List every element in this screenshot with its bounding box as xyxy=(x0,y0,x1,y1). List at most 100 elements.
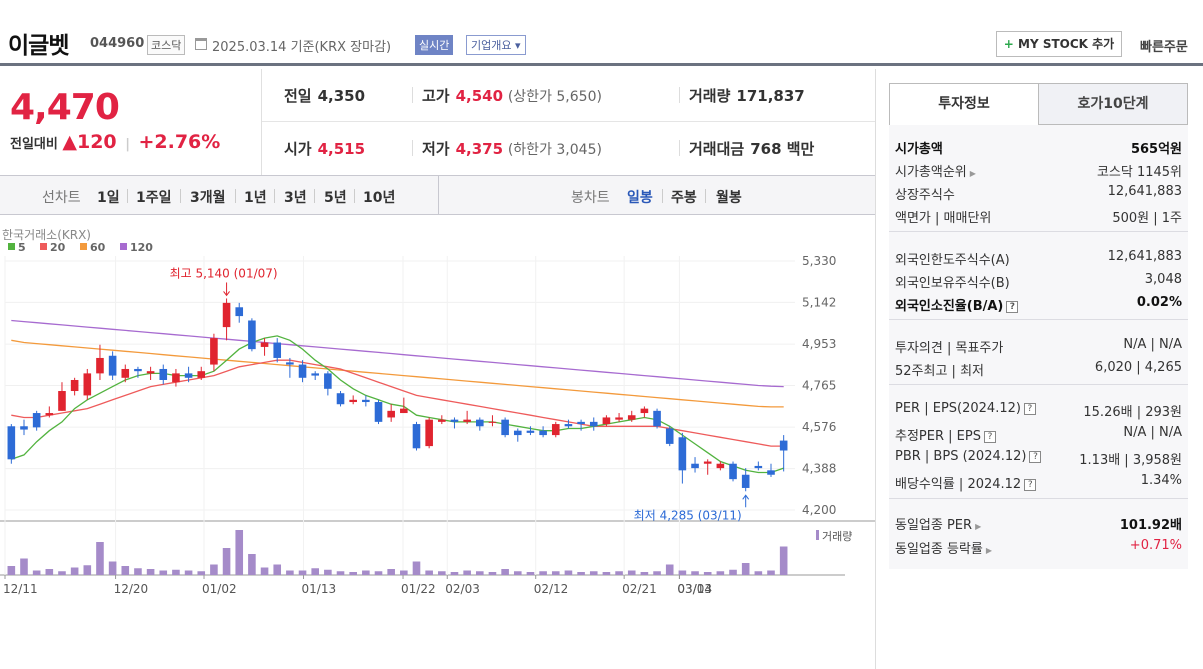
week52-row: 52주최고 | 최저 6,020 | 4,265 xyxy=(895,360,1182,379)
volume-bar xyxy=(551,571,560,575)
tab-1w[interactable]: 1주일 xyxy=(136,190,172,206)
diff-percent: +2.76% xyxy=(138,131,221,153)
volume-bar xyxy=(248,554,256,575)
candle-body xyxy=(754,465,763,469)
volume-bar xyxy=(197,571,206,575)
tab-1y[interactable]: 1년 xyxy=(244,190,267,206)
candle-body xyxy=(767,470,775,475)
volume-bar xyxy=(665,564,674,575)
candle-body xyxy=(476,419,484,427)
volume-bar xyxy=(577,572,585,575)
candle-body xyxy=(58,391,66,411)
candle-body xyxy=(210,338,218,365)
volume-bar xyxy=(273,564,282,575)
current-price: 4,470 xyxy=(10,87,120,128)
sector-per-row[interactable]: 동일업종 PER ▶ 101.92배 xyxy=(895,518,1182,533)
market-cap-row: 시가총액 565억원 xyxy=(895,142,1182,157)
candle-body xyxy=(273,342,282,358)
candle-body xyxy=(260,342,269,347)
quick-order-link[interactable]: 빠른주문 xyxy=(1140,40,1188,55)
x-tick-label: 12/20 xyxy=(114,582,149,596)
candle-body xyxy=(32,413,41,428)
tab-10y[interactable]: 10년 xyxy=(363,190,396,206)
volume-bar xyxy=(235,530,244,575)
stock-code: 044960 xyxy=(90,36,145,51)
volume-bar xyxy=(691,571,699,575)
company-info-label: 기업개요 xyxy=(471,39,512,52)
y-tick-label: 4,576 xyxy=(802,420,836,434)
sector-rate-row[interactable]: 동일업종 등락률 ▶ +0.71% xyxy=(895,538,1182,557)
tab-daily[interactable]: 일봉 xyxy=(627,190,653,206)
volume-bar xyxy=(488,572,497,575)
quote-grid: 전일 4,350 고가 4,540 (상한가 5,650) 거래량 171,837 시… xyxy=(262,69,875,175)
tab-3m[interactable]: 3개월 xyxy=(190,190,226,206)
help-icon[interactable]: ? xyxy=(1023,403,1036,415)
help-icon[interactable]: ? xyxy=(1006,301,1019,313)
chevron-down-icon: ▾ xyxy=(514,39,521,52)
candle-body xyxy=(20,426,28,430)
candle-body xyxy=(324,373,332,389)
candle-body xyxy=(286,362,294,365)
volume-bar xyxy=(260,567,269,575)
chevron-right-icon: ▶ xyxy=(985,546,993,555)
y-tick-label: 4,200 xyxy=(802,503,836,517)
legend-swatch xyxy=(80,243,87,250)
volume-bar xyxy=(526,572,535,575)
volume-bar xyxy=(336,571,345,575)
volume-bar xyxy=(70,567,79,575)
tab-invest-info[interactable]: 투자정보 xyxy=(889,83,1039,125)
help-icon[interactable]: ? xyxy=(1024,479,1037,491)
volume-bar xyxy=(513,571,522,575)
tab-monthly[interactable]: 월봉 xyxy=(716,190,742,206)
company-info-button[interactable]: 기업개요 ▾ xyxy=(466,35,526,55)
price-chart[interactable]: 5,330 5,142 4,953 4,765 4,576 4,388 4,200 한국거래소… xyxy=(0,218,875,598)
candle-body xyxy=(336,393,345,405)
candle-chart-label: 봉차트 xyxy=(571,190,610,206)
candle-body xyxy=(589,421,598,427)
volume-bar xyxy=(615,571,623,575)
tab-5y[interactable]: 5년 xyxy=(324,190,347,206)
x-tick-label: 02/12 xyxy=(534,582,569,596)
x-tick-label: 01/13 xyxy=(302,582,337,596)
market-cap-rank-row[interactable]: 시가총액순위 ▶ 코스닥 1145위 xyxy=(895,165,1182,180)
volume-bar xyxy=(741,563,750,575)
candle-body xyxy=(678,437,687,471)
volume-bar xyxy=(438,571,446,575)
high-annotation: 최고 5,140 (01/07) xyxy=(170,266,278,280)
candle-body xyxy=(108,355,117,376)
candle-body xyxy=(703,461,712,464)
volume-bar xyxy=(324,569,332,575)
candle-body xyxy=(311,373,319,376)
realtime-button[interactable]: 실시간 xyxy=(415,35,454,55)
opinion-row: 투자의견 | 목표주가 N/A | N/A xyxy=(895,337,1182,356)
legend-swatch xyxy=(120,243,127,250)
volume-bar xyxy=(476,571,484,575)
mystock-label: MY STOCK 추가 xyxy=(1018,37,1115,51)
candle-body xyxy=(83,373,92,396)
volume-bar xyxy=(58,571,66,575)
tab-3y[interactable]: 3년 xyxy=(284,190,307,206)
candle-body xyxy=(640,408,649,414)
tab-orderbook[interactable]: 호가10단계 xyxy=(1038,83,1188,125)
volume-bar xyxy=(640,572,649,575)
volume-bar xyxy=(159,570,168,575)
tab-1d[interactable]: 1일 xyxy=(97,190,120,206)
add-mystock-button[interactable]: + MY STOCK 추가 xyxy=(996,31,1122,57)
candle-body xyxy=(374,402,383,422)
legend-label: 120 xyxy=(130,241,153,254)
volume-bar xyxy=(222,548,231,575)
legend-label: 5 xyxy=(18,241,26,254)
y-tick-label: 4,953 xyxy=(802,337,836,351)
candle-body xyxy=(425,419,433,447)
candle-body xyxy=(349,399,357,403)
volume-bar xyxy=(602,572,611,575)
help-icon[interactable]: ? xyxy=(983,431,996,443)
candle-body xyxy=(564,424,573,427)
volume-bar xyxy=(412,561,421,575)
chevron-right-icon: ▶ xyxy=(975,522,982,531)
candle-body xyxy=(665,428,674,444)
tab-weekly[interactable]: 주봉 xyxy=(671,190,697,206)
calendar-icon xyxy=(195,38,207,50)
help-icon[interactable]: ? xyxy=(1029,451,1042,463)
volume-bar xyxy=(121,566,130,575)
